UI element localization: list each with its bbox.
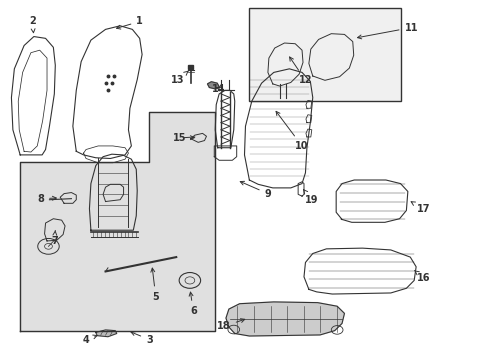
Text: 19: 19: [303, 190, 318, 205]
Text: 9: 9: [240, 181, 271, 199]
Text: 7: 7: [51, 230, 58, 246]
Text: 13: 13: [170, 71, 188, 85]
Text: 11: 11: [357, 23, 417, 39]
Text: 16: 16: [413, 270, 430, 283]
Text: 10: 10: [276, 111, 308, 151]
Polygon shape: [96, 330, 117, 337]
Bar: [188, 64, 193, 69]
Text: 14: 14: [212, 84, 225, 94]
Bar: [249, 8, 400, 101]
Polygon shape: [225, 302, 344, 336]
Text: 15: 15: [173, 133, 194, 143]
Text: 2: 2: [29, 17, 36, 33]
Text: 3: 3: [131, 332, 152, 345]
Text: 8: 8: [37, 194, 56, 204]
Text: 6: 6: [189, 292, 196, 316]
Text: 12: 12: [289, 57, 311, 85]
Polygon shape: [20, 112, 215, 330]
Polygon shape: [207, 82, 219, 89]
Text: 18: 18: [217, 319, 244, 331]
Text: 1: 1: [116, 17, 143, 29]
Text: 17: 17: [410, 202, 430, 215]
Text: 5: 5: [150, 268, 159, 302]
Text: 4: 4: [82, 334, 97, 345]
